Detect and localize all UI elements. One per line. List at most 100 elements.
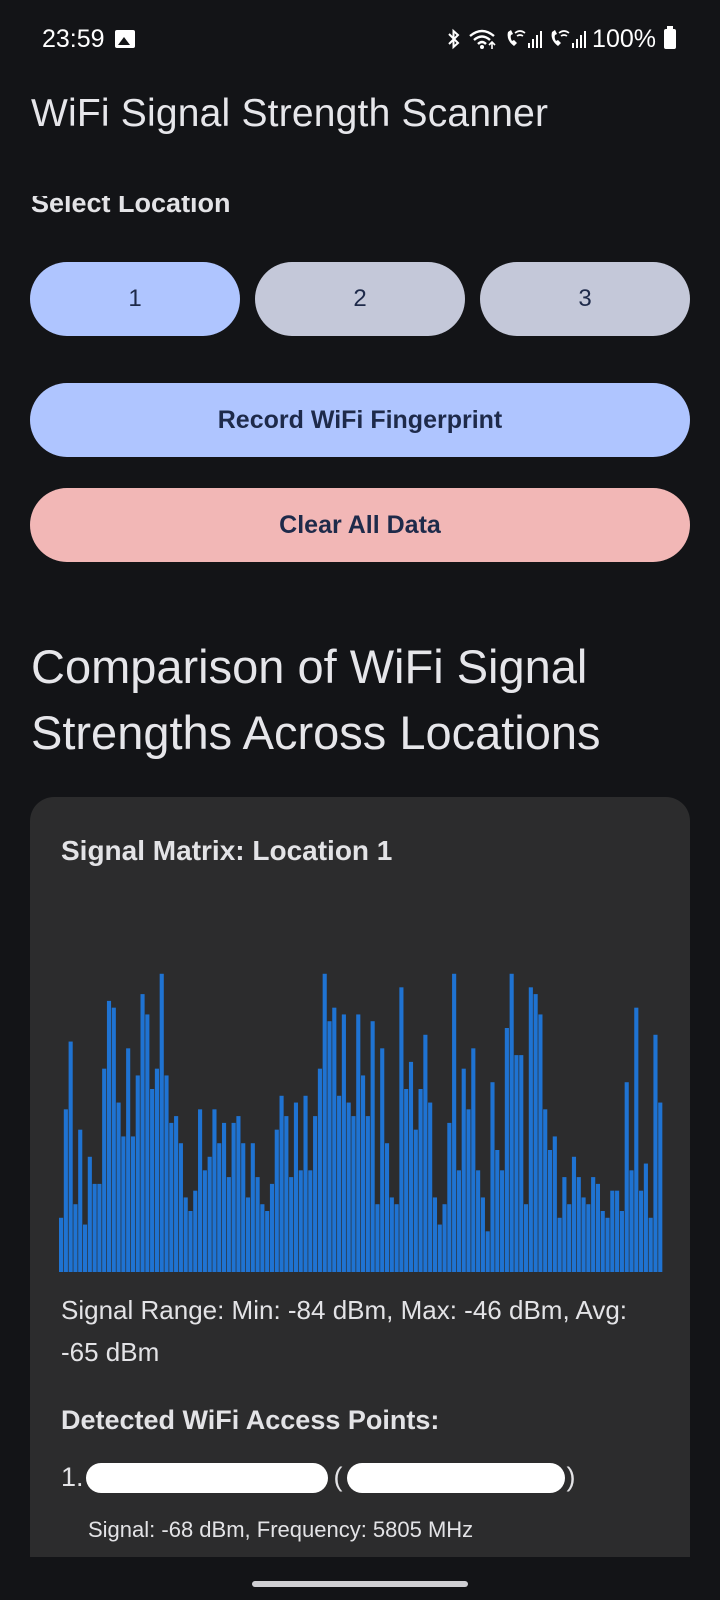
record-fingerprint-button[interactable]: Record WiFi Fingerprint: [30, 383, 690, 457]
card-title: Signal Matrix: Location 1: [61, 835, 393, 866]
signal-bar: [308, 1170, 313, 1272]
location-1-button[interactable]: 1: [30, 262, 240, 336]
access-points-heading: Detected WiFi Access Points:: [61, 1405, 440, 1435]
signal-bar: [269, 1183, 275, 1272]
signal-bar: [389, 1197, 394, 1272]
signal-bar: [59, 1217, 64, 1272]
open-paren: (: [333, 1462, 343, 1492]
signal-bar: [466, 1109, 471, 1272]
signal-bar: [399, 987, 404, 1272]
signal-bar: [547, 1150, 553, 1272]
signal-bar: [476, 1170, 481, 1272]
access-point-index: 1.: [61, 1462, 84, 1492]
signal-bar: [456, 1170, 461, 1272]
signal-bar: [236, 1116, 241, 1272]
signal-bar: [337, 1095, 342, 1272]
signal-bar: [543, 1109, 548, 1272]
location-3-button[interactable]: 3: [480, 262, 690, 336]
app-title: WiFi Signal Strength Scanner: [31, 92, 549, 135]
signal-bar: [174, 1116, 179, 1272]
battery-icon: [664, 26, 676, 49]
signal-bar: [523, 1204, 529, 1272]
signal-bar: [447, 1122, 452, 1272]
signal-bar: [509, 973, 514, 1272]
signal-bar: [365, 1116, 370, 1272]
signal-bar: [260, 1204, 265, 1272]
signal-bar: [202, 1170, 207, 1272]
signal-bar: [293, 1102, 299, 1272]
signal-bar: [68, 1041, 73, 1272]
signal-bar: [63, 1109, 68, 1272]
signal-bar: [193, 1190, 198, 1272]
signal-bar: [207, 1156, 212, 1272]
signal-bar: [442, 1204, 447, 1272]
signal-bar: [619, 1211, 624, 1272]
signal-bar: [605, 1217, 610, 1272]
signal-bar: [250, 1143, 255, 1272]
access-point-item[interactable]: 1. ( ): [61, 1462, 576, 1493]
comparison-heading: Comparison of WiFi Signal Strengths Acro…: [31, 640, 601, 759]
signal-bar-chart-svg: [59, 973, 663, 1272]
signal-bar: [648, 1217, 653, 1272]
signal-bar: [313, 1116, 318, 1272]
signal-bar: [154, 1068, 159, 1272]
signal-bar: [341, 1014, 346, 1272]
signal-bar: [413, 1129, 418, 1272]
signal-bar: [504, 1028, 509, 1272]
signal-bar: [159, 973, 164, 1272]
location-2-button[interactable]: 2: [255, 262, 465, 336]
signal-bar: [226, 1177, 231, 1272]
signal-bar: [106, 1000, 112, 1272]
signal-bar: [87, 1156, 92, 1272]
status-time: 23:59: [42, 24, 105, 53]
signal-bar: [183, 1197, 188, 1272]
signal-bar: [284, 1116, 289, 1272]
status-left: 23:59: [42, 25, 135, 54]
signal-bar: [212, 1109, 217, 1272]
signal-bar: [461, 1068, 466, 1272]
signal-bar: [121, 1136, 126, 1272]
signal-bar: [361, 1075, 366, 1272]
signal-bar: [615, 1190, 620, 1272]
signal-bar: [600, 1211, 605, 1272]
signal-bar: [586, 1204, 591, 1272]
signal-bar: [169, 1122, 174, 1272]
signal-bar: [394, 1204, 399, 1272]
home-indicator[interactable]: [252, 1581, 468, 1587]
bluetooth-icon: [446, 28, 462, 50]
signal-bar: [384, 1143, 390, 1272]
signal-bar: [356, 1014, 361, 1272]
signal-bar: [217, 1143, 222, 1272]
signal-bar: [624, 1082, 629, 1272]
signal-bar-chart: [59, 967, 663, 1272]
signal-bar: [317, 1068, 322, 1272]
select-location-label-wrap: Select Location: [31, 196, 431, 224]
signal-bar: [634, 1007, 639, 1272]
signal-bar: [322, 973, 327, 1272]
signal-bar: [495, 1150, 500, 1272]
signal-bar: [188, 1211, 193, 1272]
signal-bar: [82, 1224, 88, 1272]
signal-bar: [533, 994, 538, 1272]
signal-bar: [658, 1102, 663, 1272]
signal-bar: [595, 1183, 601, 1272]
signal-bar: [164, 1075, 169, 1272]
signal-bar: [452, 973, 457, 1272]
signal-bar: [562, 1177, 567, 1272]
select-location-label: Select Location: [31, 196, 231, 218]
signal-bar: [332, 1007, 337, 1272]
signal-bar: [643, 1163, 648, 1272]
signal-bar: [351, 1116, 356, 1272]
signal-bar: [126, 1048, 131, 1272]
redacted-bssid: [346, 1462, 565, 1493]
signal-bar: [279, 1095, 284, 1272]
close-paren: ): [566, 1462, 576, 1492]
signal-bar: [145, 1014, 150, 1272]
clear-all-data-button[interactable]: Clear All Data: [30, 488, 690, 562]
signal-bar: [408, 1061, 414, 1272]
signal-bar: [639, 1190, 644, 1272]
signal-bar: [471, 1048, 476, 1272]
signal-bar: [111, 1007, 116, 1272]
signal-bar: [198, 1109, 203, 1272]
signal-bar: [552, 1136, 557, 1272]
